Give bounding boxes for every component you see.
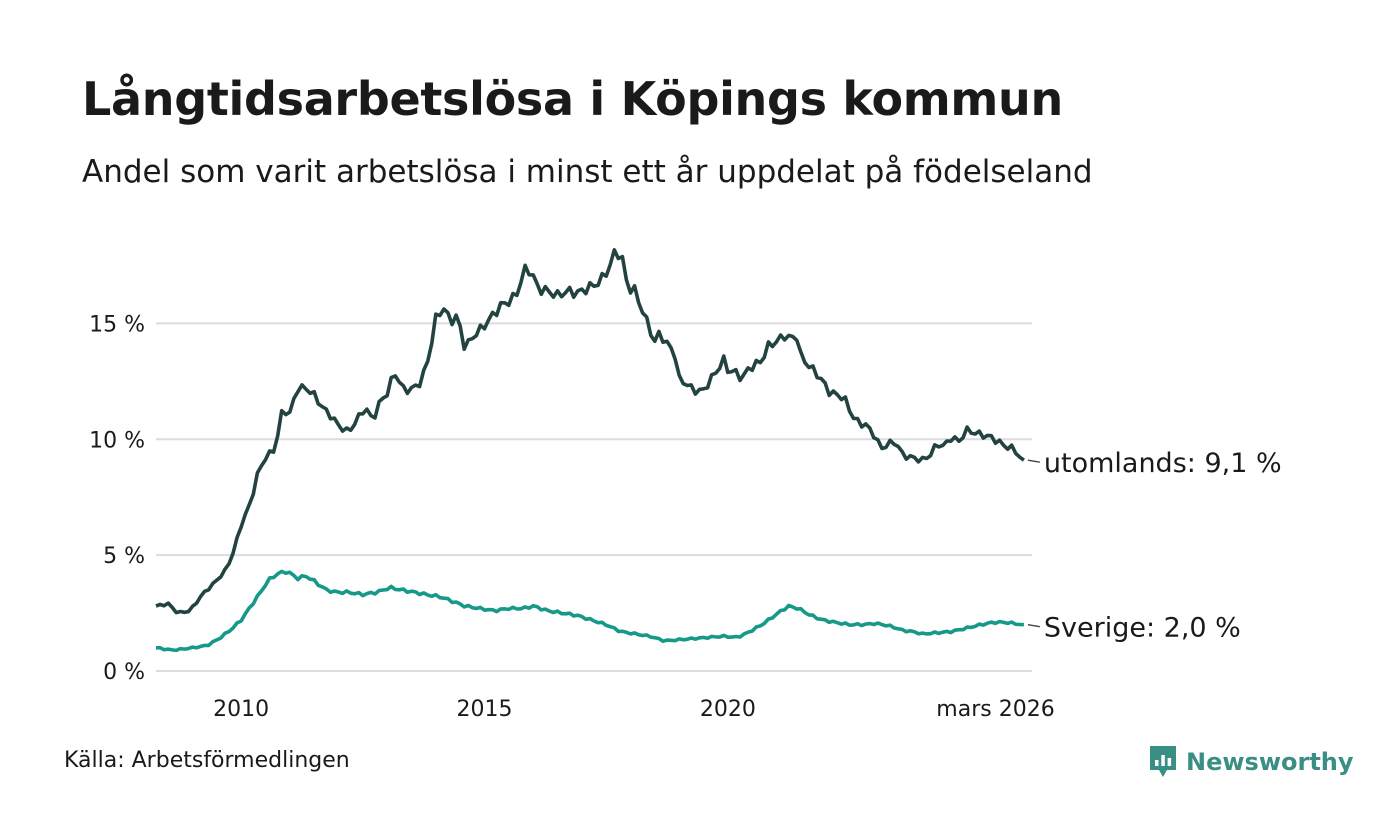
series-line-sverige xyxy=(156,569,1024,653)
newsworthy-logo-text: Newsworthy xyxy=(1186,748,1354,776)
series-labels: utomlands: 9,1 % Sverige: 2,0 % xyxy=(1027,448,1282,644)
x-tick-label: mars 2026 xyxy=(936,697,1054,722)
series-line-utomlands xyxy=(155,248,1025,615)
x-tick-label: 2010 xyxy=(213,697,269,722)
series-label-connector xyxy=(1027,623,1041,628)
newsworthy-logo[interactable]: Newsworthy xyxy=(1148,744,1354,780)
source-note: Källa: Arbetsförmedlingen xyxy=(64,748,350,773)
y-tick-label: 10 % xyxy=(89,428,145,453)
chart-title: Långtidsarbetslösa i Köpings kommun xyxy=(82,72,1063,126)
chart-subtitle: Andel som varit arbetslösa i minst ett å… xyxy=(82,154,1093,190)
gridlines xyxy=(156,322,1032,672)
x-tick-label: 2020 xyxy=(700,697,756,722)
x-tick-label: 2015 xyxy=(457,697,513,722)
y-axis-ticks: 0 % 5 % 10 % 15 % xyxy=(89,312,145,685)
series-label-connector xyxy=(1027,459,1041,463)
y-tick-label: 0 % xyxy=(103,660,145,685)
newsworthy-logo-icon xyxy=(1150,746,1176,777)
series-label-sverige: Sverige: 2,0 % xyxy=(1044,613,1241,644)
series-lines xyxy=(155,248,1025,653)
y-tick-label: 5 % xyxy=(103,544,145,569)
y-tick-label: 15 % xyxy=(89,312,145,337)
series-label-utomlands: utomlands: 9,1 % xyxy=(1044,448,1282,479)
x-axis-ticks: 2010 2015 2020 mars 2026 xyxy=(213,697,1055,722)
